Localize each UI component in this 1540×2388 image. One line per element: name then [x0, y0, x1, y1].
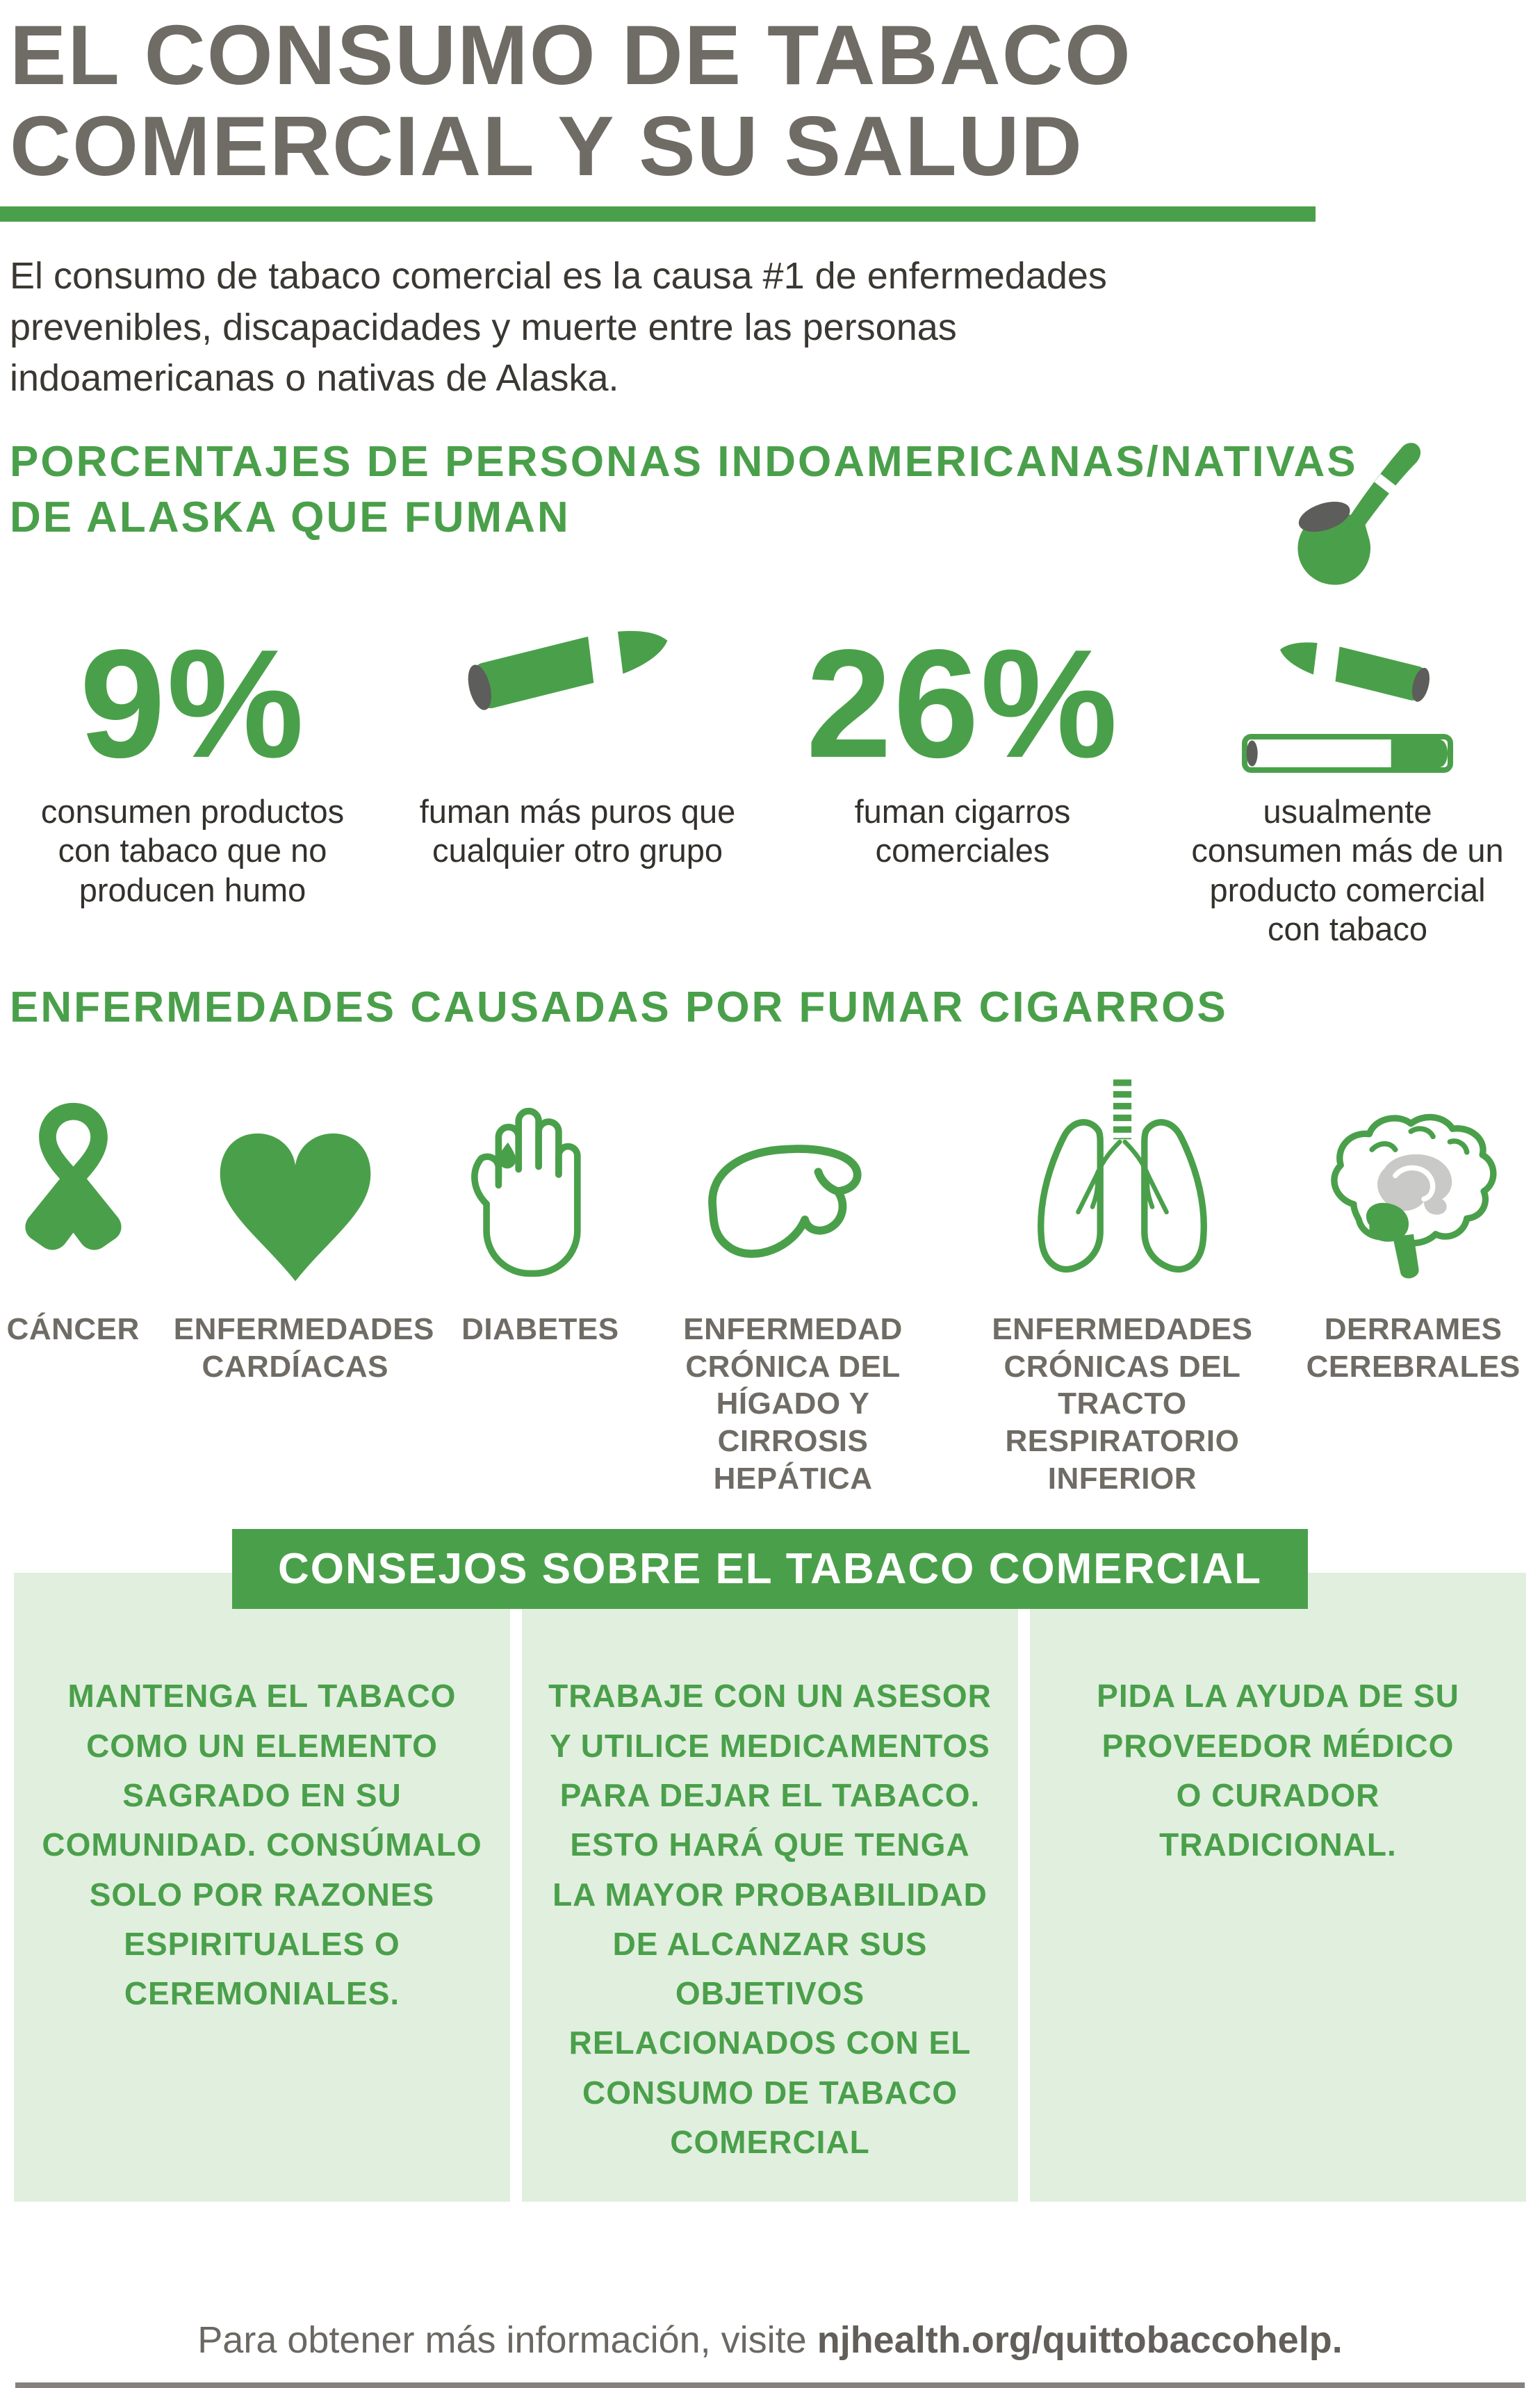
stat-label: fuman más puros que cualquier otro grupo [419, 793, 736, 869]
tip-sacred-tobacco: MANTENGA EL TABACO COMO UN ELEMENTO SAGR… [14, 1573, 510, 2202]
tip-text: PIDA LA AYUDA DE SU PROVEEDOR MÉDICO O C… [1097, 1678, 1459, 1863]
disease-label: ENFERMEDAD CRÓNICA DEL HÍGADO Y CIRROSIS… [683, 1312, 903, 1496]
smoking-stats-row: 9% consumen productos con tabaco que no … [0, 443, 1540, 949]
disease-label: ENFERMEDADES CRÓNICAS DEL TRACTO RESPIRA… [992, 1312, 1253, 1496]
stat-cigars: fuman más puros que cualquier otro grupo [385, 549, 770, 949]
tip-counselor-medication: TRABAJE CON UN ASESOR Y UTILICE MEDICAME… [522, 1573, 1018, 2202]
stat-label: fuman cigarros comerciales [854, 793, 1071, 869]
disease-label: DIABETES [461, 1312, 619, 1347]
footer-link: njhealth.org/quittobaccohelp. [817, 2319, 1343, 2362]
tobacco-products-icon-stack [1233, 431, 1462, 778]
tips-banner: CONSEJOS SOBRE EL TABACO COMERCIAL [232, 1529, 1308, 1610]
page-title-line-1: EL CONSUMO DE TABACO [10, 8, 1132, 102]
smoking-heading-line-1: PORCENTAJES DE PERSONAS INDOAMERICANAS/N… [10, 438, 1358, 486]
intro-paragraph: El consumo de tabaco comercial es la cau… [10, 255, 1107, 399]
disease-label: ENFERMEDADES CARDÍACAS [173, 1312, 434, 1384]
tip-text: MANTENGA EL TABACO COMO UN ELEMENTO SAGR… [42, 1678, 482, 2012]
footer: Para obtener más información, visite njh… [0, 2319, 1540, 2362]
bottom-rule [15, 2382, 1525, 2388]
diseases-section-heading: ENFERMEDADES CAUSADAS POR FUMAR CIGARROS [10, 983, 1228, 1031]
page-title-line-2: COMERCIAL Y SU SALUD [10, 98, 1083, 193]
disease-cancer: CÁNCER [4, 1053, 142, 1497]
disease-diabetes: DIABETES [448, 1053, 632, 1497]
stat-value-26-percent: 26% [805, 617, 1120, 790]
heart-icon [220, 1133, 371, 1282]
smoking-section-heading: PORCENTAJES DE PERSONAS INDOAMERICANAS/N… [10, 434, 1540, 545]
cigar-icon-small [1279, 639, 1430, 702]
lungs-icon [1037, 1079, 1207, 1273]
pipe-icon [1297, 443, 1420, 585]
liver-icon [708, 1145, 862, 1258]
tips-section: CONSEJOS SOBRE EL TABACO COMERCIAL MANTE… [0, 1529, 1540, 2202]
tip-ask-provider: PIDA LA AYUDA DE SU PROVEEDOR MÉDICO O C… [1030, 1573, 1526, 2202]
stat-commercial-cigarettes: 26% fuman cigarros comerciales [770, 549, 1155, 949]
disease-stroke: DERRAMES CEREBRALES [1291, 1053, 1536, 1497]
awareness-ribbon-icon [25, 1102, 122, 1250]
stat-value-9-percent: 9% [79, 617, 306, 790]
stat-smokeless-tobacco: 9% consumen productos con tabaco que no … [0, 549, 385, 949]
cigarette-icon [1242, 734, 1453, 774]
title-underline-rule [0, 206, 1316, 222]
smoking-heading-line-2: DE ALASKA QUE FUMAN [10, 493, 571, 541]
stat-multiple-products: usualmente consumen más de un producto c… [1155, 443, 1540, 949]
cigar-icon [468, 626, 668, 710]
hand-blood-drop-icon [471, 1107, 582, 1277]
disease-label: DERRAMES CEREBRALES [1306, 1312, 1521, 1384]
disease-liver: ENFERMEDAD CRÓNICA DEL HÍGADO Y CIRROSIS… [632, 1053, 954, 1497]
header: EL CONSUMO DE TABACO COMERCIAL Y SU SALU… [0, 0, 1540, 191]
brain-icon [1331, 1113, 1497, 1279]
tip-text: TRABAJE CON UN ASESOR Y UTILICE MEDICAME… [548, 1678, 992, 2161]
disease-respiratory: ENFERMEDADES CRÓNICAS DEL TRACTO RESPIRA… [953, 1053, 1291, 1497]
stat-label: usualmente consumen más de un producto c… [1191, 793, 1504, 948]
footer-text: Para obtener más información, visite [197, 2319, 807, 2362]
disease-heart: ENFERMEDADES CARDÍACAS [142, 1053, 448, 1497]
stat-label: consumen productos con tabaco que no pro… [40, 793, 345, 908]
tips-columns: MANTENGA EL TABACO COMO UN ELEMENTO SAGR… [0, 1573, 1540, 2202]
diseases-row: CÁNCER ENFERMEDADES CARDÍACAS [0, 1053, 1540, 1497]
disease-label: CÁNCER [6, 1312, 140, 1347]
